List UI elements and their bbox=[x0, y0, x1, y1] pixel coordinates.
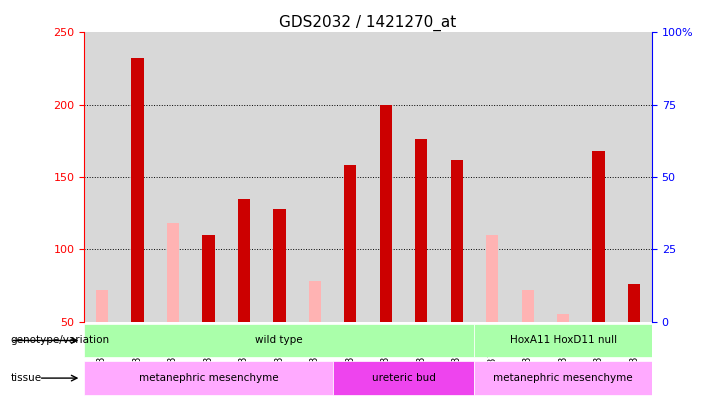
Bar bbox=[415, 139, 428, 322]
Bar bbox=[131, 58, 144, 322]
Bar bbox=[439, 32, 475, 322]
Bar bbox=[191, 32, 226, 322]
Bar bbox=[379, 105, 392, 322]
Bar bbox=[404, 32, 439, 322]
Bar bbox=[545, 32, 581, 322]
Bar bbox=[155, 32, 191, 322]
FancyBboxPatch shape bbox=[475, 361, 652, 395]
Text: ureteric bud: ureteric bud bbox=[372, 373, 435, 383]
Bar bbox=[238, 199, 250, 322]
Text: metanephric mesenchyme: metanephric mesenchyme bbox=[139, 373, 278, 383]
Text: wild type: wild type bbox=[255, 335, 303, 345]
FancyBboxPatch shape bbox=[84, 361, 332, 395]
Bar bbox=[261, 32, 297, 322]
Title: GDS2032 / 1421270_at: GDS2032 / 1421270_at bbox=[280, 15, 456, 31]
Bar bbox=[344, 166, 357, 322]
FancyBboxPatch shape bbox=[475, 324, 652, 357]
Bar bbox=[95, 290, 108, 322]
Bar bbox=[486, 235, 498, 322]
Bar bbox=[226, 32, 261, 322]
FancyBboxPatch shape bbox=[332, 361, 475, 395]
Bar bbox=[510, 32, 545, 322]
Bar bbox=[273, 209, 285, 322]
Bar bbox=[297, 32, 332, 322]
Bar bbox=[581, 32, 616, 322]
Bar bbox=[557, 314, 569, 322]
Bar bbox=[84, 32, 120, 322]
Bar bbox=[167, 223, 179, 322]
Text: tissue: tissue bbox=[11, 373, 41, 383]
Bar bbox=[522, 290, 534, 322]
Bar bbox=[628, 284, 641, 322]
Bar bbox=[308, 281, 321, 322]
Bar bbox=[475, 32, 510, 322]
Bar bbox=[332, 32, 368, 322]
Bar bbox=[592, 151, 605, 322]
Bar bbox=[616, 32, 652, 322]
FancyBboxPatch shape bbox=[84, 324, 475, 357]
Text: metanephric mesenchyme: metanephric mesenchyme bbox=[494, 373, 633, 383]
Bar bbox=[451, 160, 463, 322]
Bar bbox=[202, 235, 215, 322]
Text: HoxA11 HoxD11 null: HoxA11 HoxD11 null bbox=[510, 335, 617, 345]
Bar bbox=[120, 32, 155, 322]
Text: genotype/variation: genotype/variation bbox=[11, 335, 109, 345]
Bar bbox=[368, 32, 404, 322]
